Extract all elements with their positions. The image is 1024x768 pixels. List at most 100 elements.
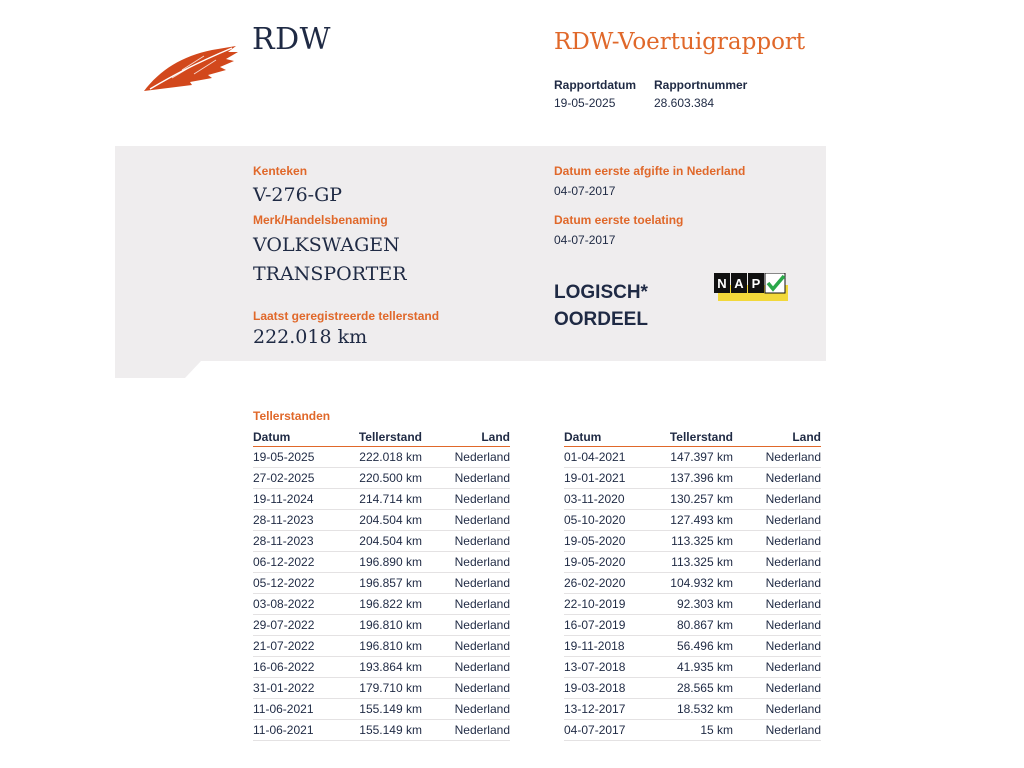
nap-letter-n: N [717,276,726,291]
reading-date: 22-10-2019 [564,593,660,615]
table-row: 27-02-2025 220.500 km Nederland [253,467,510,489]
reading-country: Nederland [733,614,821,636]
first-issue-label: Datum eerste afgifte in Nederland [554,164,746,178]
table-row: 01-04-2021 147.397 km Nederland [564,446,821,468]
reading-date: 01-04-2021 [564,446,660,468]
reading-odometer: 214.714 km [349,488,422,510]
reading-odometer: 127.493 km [660,509,733,531]
reading-date: 26-02-2020 [564,572,660,594]
table-row: 19-01-2021 137.396 km Nederland [564,467,821,489]
odometer-value: 222.018 km [253,326,368,348]
table-row: 03-11-2020 130.257 km Nederland [564,488,821,510]
table-row: 19-03-2018 28.565 km Nederland [564,677,821,699]
reading-odometer: 28.565 km [660,677,733,699]
reading-country: Nederland [422,677,510,699]
reading-country: Nederland [733,551,821,573]
report-date: Rapportdatum 19-05-2025 [554,78,636,110]
reading-odometer: 196.890 km [349,551,422,573]
reading-date: 06-12-2022 [253,551,349,573]
nap-letter-p: P [752,276,761,291]
vehicle-summary-panel [115,146,826,378]
reading-country: Nederland [422,572,510,594]
reading-date: 19-01-2021 [564,467,660,489]
table-row: 19-05-2020 113.325 km Nederland [564,551,821,573]
reading-date: 11-06-2021 [253,719,349,741]
reading-odometer: 56.496 km [660,635,733,657]
table-row: 21-07-2022 196.810 km Nederland [253,635,510,657]
table-row: 05-12-2022 196.857 km Nederland [253,572,510,594]
reading-odometer: 130.257 km [660,488,733,510]
reading-date: 03-11-2020 [564,488,660,510]
reading-odometer: 155.149 km [349,719,422,741]
reading-date: 05-12-2022 [253,572,349,594]
panel-cut-corner [185,361,201,378]
make-label: Merk/Handelsbenaming [253,213,388,227]
reading-country: Nederland [422,656,510,678]
reading-date: 16-07-2019 [564,614,660,636]
reading-odometer: 204.504 km [349,530,422,552]
reading-country: Nederland [422,635,510,657]
rdw-feather-logo-icon [144,46,238,91]
reading-odometer: 18.532 km [660,698,733,720]
reading-date: 16-06-2022 [253,656,349,678]
reading-odometer: 196.822 km [349,593,422,615]
table-row: 13-07-2018 41.935 km Nederland [564,656,821,678]
reading-date: 04-07-2017 [564,719,660,741]
reading-country: Nederland [733,467,821,489]
col-country-header: Land [422,428,510,447]
panel-cutout [201,361,826,378]
table-row: 16-06-2022 193.864 km Nederland [253,656,510,678]
table-row: 28-11-2023 204.504 km Nederland [253,530,510,552]
nap-verdict: LOGISCH* OORDEEL [554,279,648,333]
reading-date: 03-08-2022 [253,593,349,615]
report-number: Rapportnummer 28.603.384 [654,78,747,110]
reading-country: Nederland [733,635,821,657]
nap-checkmark-icon: N A P [714,273,788,301]
reading-country: Nederland [733,572,821,594]
reading-date: 19-11-2024 [253,488,349,510]
readings-table-right: Datum Tellerstand Land 01-04-2021 147.397… [564,428,821,741]
reading-country: Nederland [422,467,510,489]
col-odometer-header: Tellerstand [660,428,733,447]
reading-odometer: 179.710 km [349,677,422,699]
reading-country: Nederland [733,698,821,720]
reading-country: Nederland [733,488,821,510]
report-number-value: 28.603.384 [654,96,715,110]
table-row: 28-11-2023 204.504 km Nederland [253,509,510,531]
reading-odometer: 104.932 km [660,572,733,594]
readings-header-row: Datum Tellerstand Land [253,428,510,447]
reading-country: Nederland [422,530,510,552]
col-odometer-header: Tellerstand [349,428,422,447]
reading-date: 27-02-2025 [253,467,349,489]
table-row: 19-11-2018 56.496 km Nederland [564,635,821,657]
reading-date: 19-05-2020 [564,530,660,552]
reading-country: Nederland [422,593,510,615]
reading-country: Nederland [422,614,510,636]
readings-table-left: Datum Tellerstand Land 19-05-2025 222.018… [253,428,510,741]
report-number-label: Rapportnummer [654,78,748,92]
plate-label: Kenteken [253,164,308,178]
reading-date: 19-03-2018 [564,677,660,699]
reading-date: 05-10-2020 [564,509,660,531]
reading-country: Nederland [422,551,510,573]
verdict-line-2: OORDEEL [554,309,648,330]
reading-date: 28-11-2023 [253,509,349,531]
table-row: 19-11-2024 214.714 km Nederland [253,488,510,510]
reading-odometer: 196.810 km [349,614,422,636]
table-row: 16-07-2019 80.867 km Nederland [564,614,821,636]
reading-date: 13-07-2018 [564,656,660,678]
plate-value: V-276-GP [253,184,343,206]
reading-date: 19-05-2020 [564,551,660,573]
table-row: 03-08-2022 196.822 km Nederland [253,593,510,615]
readings-header-row: Datum Tellerstand Land [564,428,821,447]
reading-odometer: 113.325 km [660,551,733,573]
reading-odometer: 113.325 km [660,530,733,552]
col-country-header: Land [733,428,821,447]
reading-country: Nederland [733,530,821,552]
reading-country: Nederland [733,656,821,678]
reading-country: Nederland [422,719,510,741]
table-row: 19-05-2020 113.325 km Nederland [564,530,821,552]
report-date-label: Rapportdatum [554,78,636,92]
reading-date: 11-06-2021 [253,698,349,720]
reading-odometer: 196.810 km [349,635,422,657]
